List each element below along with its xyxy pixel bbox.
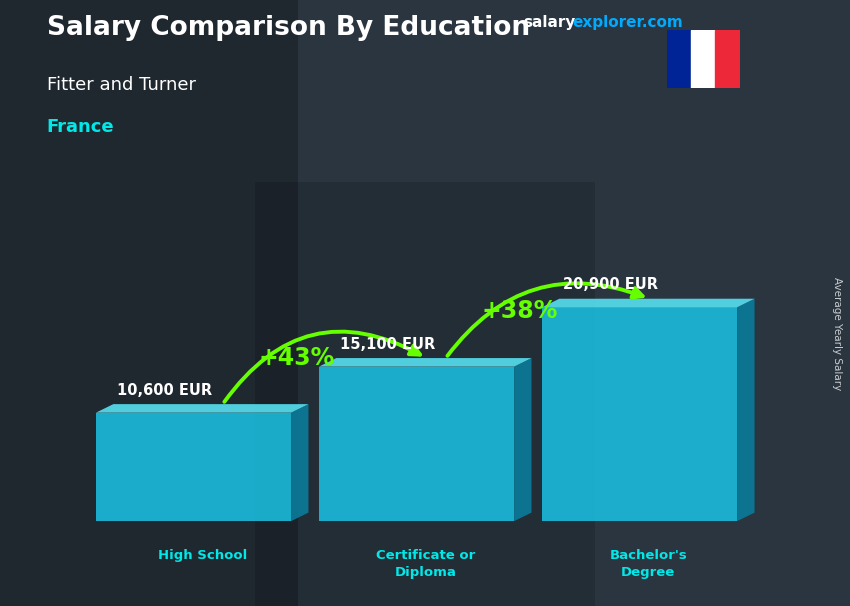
Polygon shape [737,299,755,521]
Text: Certificate or
Diploma: Certificate or Diploma [376,549,475,579]
Polygon shape [291,404,309,521]
Polygon shape [542,307,737,521]
Bar [0,0,298,606]
Text: Average Yearly Salary: Average Yearly Salary [832,277,842,390]
Text: France: France [47,118,115,136]
Bar [255,182,595,606]
Text: explorer.com: explorer.com [572,15,683,30]
Bar [667,30,691,88]
Polygon shape [96,413,291,521]
Text: Bachelor's
Degree: Bachelor's Degree [609,549,687,579]
Polygon shape [514,358,531,521]
Polygon shape [319,367,514,521]
Text: 20,900 EUR: 20,900 EUR [563,278,658,292]
Text: 10,600 EUR: 10,600 EUR [116,383,212,398]
FancyArrowPatch shape [224,331,420,402]
FancyArrowPatch shape [447,283,643,356]
Polygon shape [319,358,531,367]
Polygon shape [96,404,309,413]
Bar [691,30,716,88]
Text: +43%: +43% [258,345,335,370]
Text: +38%: +38% [481,299,558,323]
Bar [716,30,740,88]
Text: Fitter and Turner: Fitter and Turner [47,76,196,94]
Text: 15,100 EUR: 15,100 EUR [340,337,435,351]
Text: High School: High School [157,549,246,562]
Text: salary: salary [523,15,575,30]
Polygon shape [542,299,755,307]
Text: Salary Comparison By Education: Salary Comparison By Education [47,15,530,41]
